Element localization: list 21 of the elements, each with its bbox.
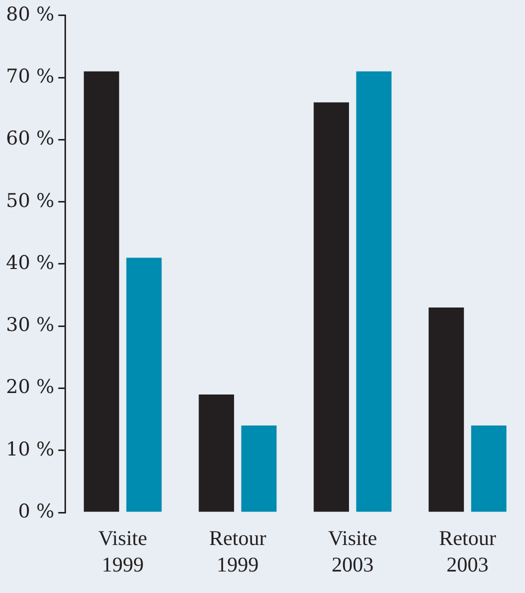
x-tick-label: Retour 1999	[209, 526, 266, 576]
y-tick-label: 70 %	[6, 65, 54, 88]
x-tick-label: Retour 2003	[438, 526, 496, 576]
x-tick-label: Visite 2003	[328, 526, 378, 576]
bar	[356, 71, 392, 512]
y-tick-label: 10 %	[6, 438, 54, 460]
bar	[84, 71, 120, 512]
y-tick-label: 30 %	[6, 314, 54, 336]
bar	[428, 307, 464, 512]
bar	[314, 102, 349, 512]
y-tick-label: 40 %	[6, 252, 54, 274]
y-tick-label: 50 %	[6, 190, 54, 212]
bar	[471, 426, 506, 512]
y-tick-label: 60 %	[6, 128, 54, 150]
x-tick-label: Visite 1999	[98, 526, 148, 576]
y-tick-label: 20 %	[6, 376, 54, 398]
bar	[198, 394, 234, 512]
y-tick-label: 80 %	[6, 3, 54, 26]
bar	[126, 258, 162, 512]
bar	[241, 426, 277, 512]
y-tick-label: 0 %	[18, 500, 54, 522]
